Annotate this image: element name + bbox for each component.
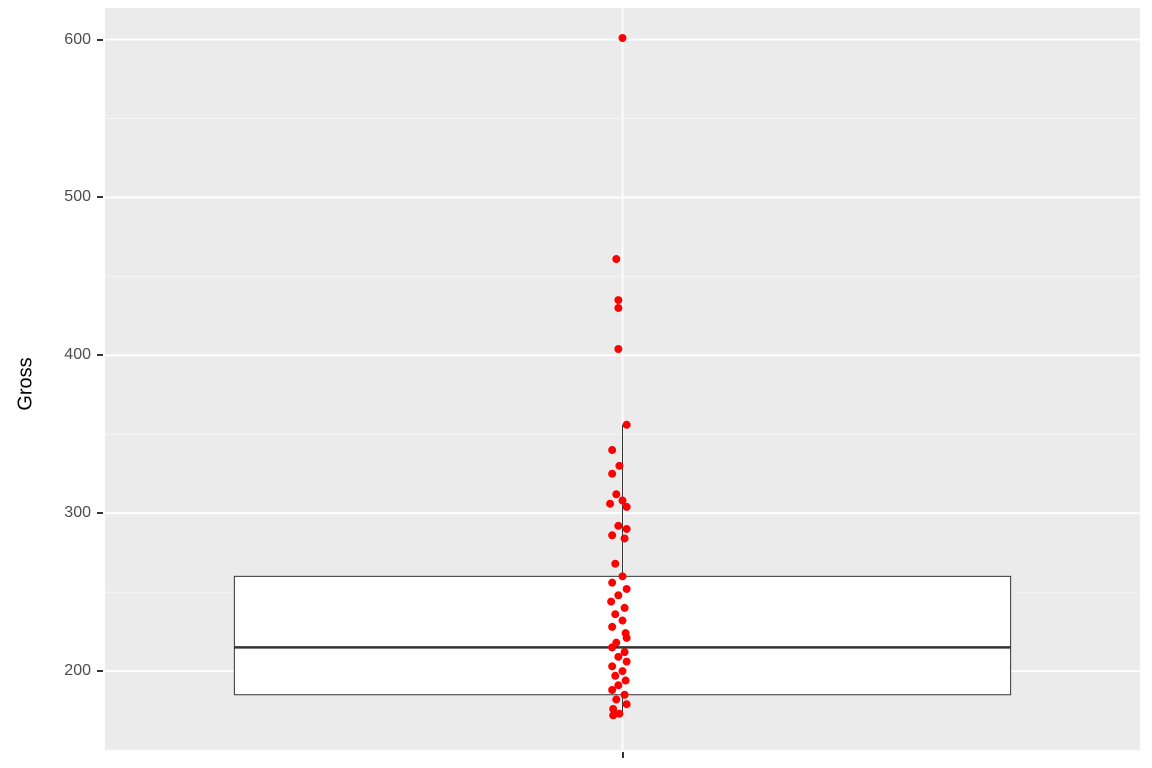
chart-container: Gross 200300400500600: [0, 0, 1152, 768]
plot-panel: [0, 0, 1152, 768]
